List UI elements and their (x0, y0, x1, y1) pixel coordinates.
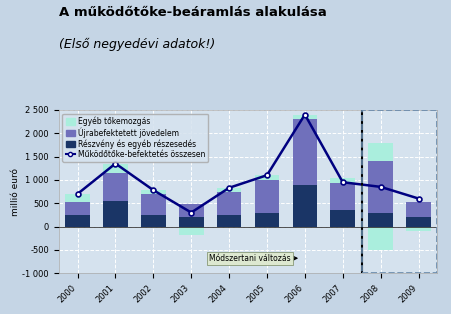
Text: A működőtőke-beáramlás alakulása: A működőtőke-beáramlás alakulása (59, 6, 327, 19)
Bar (293, 115, 317, 119)
Text: Módszertani változás: Módszertani változás (209, 254, 291, 263)
Bar (103, 201, 128, 226)
Bar (406, 202, 431, 217)
Bar (65, 215, 90, 226)
Bar (368, 143, 393, 161)
Y-axis label: millió euró: millió euró (10, 168, 19, 215)
Bar (65, 202, 90, 215)
Bar (255, 180, 279, 213)
Bar (103, 164, 128, 173)
Bar (141, 194, 166, 215)
Bar (141, 190, 166, 194)
Bar (217, 215, 241, 226)
Bar (293, 119, 317, 185)
Bar (368, 161, 393, 213)
Bar (141, 215, 166, 226)
Bar (65, 194, 90, 202)
Bar (331, 210, 355, 226)
Bar (255, 175, 279, 180)
Bar (368, 213, 393, 226)
Bar (368, 226, 393, 250)
Bar (293, 185, 317, 226)
Text: (Első negyedévi adatok!): (Első negyedévi adatok!) (59, 38, 215, 51)
Legend: Egyéb tőkemozgás, Újrabefektetett jövedelem, Részvény és egyéb részesedés, Működ: Egyéb tőkemozgás, Újrabefektetett jövede… (62, 114, 208, 162)
Bar (217, 192, 241, 215)
Bar (406, 226, 431, 231)
Bar (255, 213, 279, 226)
Bar (406, 217, 431, 226)
Bar (179, 226, 203, 235)
Bar (179, 204, 203, 217)
Bar (217, 188, 241, 192)
Bar (331, 183, 355, 210)
Bar (331, 178, 355, 183)
Bar (179, 217, 203, 226)
Bar (103, 173, 128, 201)
